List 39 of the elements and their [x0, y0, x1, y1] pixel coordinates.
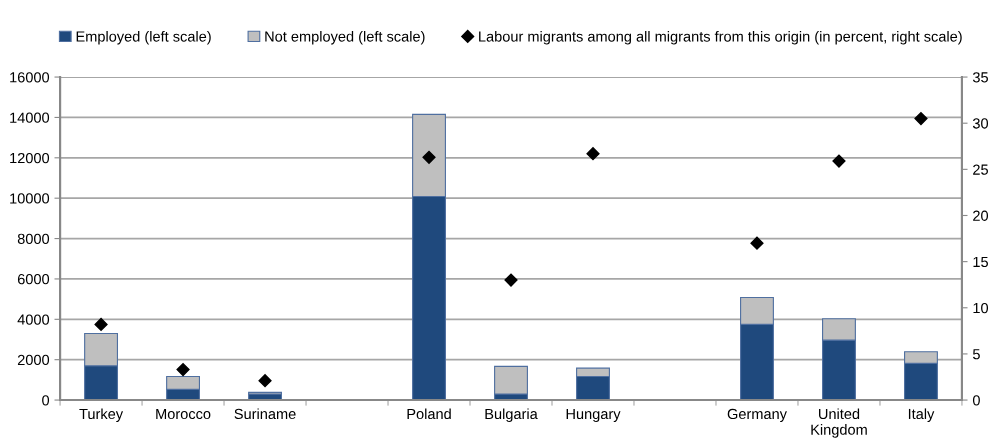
- y-tick-label: 4000: [17, 314, 50, 325]
- legend-label: Not employed (left scale): [265, 30, 425, 45]
- bar: [494, 365, 528, 395]
- point: [914, 111, 928, 126]
- y2-tick-label: 30: [972, 118, 989, 129]
- x-tick-label: United Kingdom: [811, 408, 867, 438]
- y-tick-label: 0: [42, 395, 50, 406]
- x-tick-label: Bulgaria: [485, 408, 538, 422]
- x-tick-label: Poland: [407, 408, 451, 420]
- point: [586, 147, 600, 161]
- point: [422, 150, 436, 164]
- point: [504, 273, 518, 287]
- y2-tick-label: 25: [973, 164, 988, 175]
- x-tick-label: Turkey: [79, 408, 124, 422]
- y-tick-label: 6000: [17, 274, 50, 285]
- legend-label: Employed (left scale): [76, 30, 211, 45]
- x-tick-label: Italy: [908, 408, 935, 422]
- y-tick-label: 2000: [17, 354, 50, 366]
- y2-tick-label: 0: [972, 395, 980, 406]
- point: [750, 236, 764, 250]
- x-tick-label: Morocco: [156, 408, 211, 420]
- x-tick-label: Hungary: [566, 408, 621, 422]
- y-tick-label: 12000: [10, 152, 50, 164]
- point: [832, 154, 846, 168]
- y-tick-label: 16000: [10, 72, 50, 83]
- x-tick-label: Germany: [727, 408, 787, 422]
- y-tick-label: 10000: [10, 193, 50, 204]
- y2-tick-label: 10: [973, 302, 989, 314]
- point: [176, 363, 190, 377]
- y2-tick-label: 35: [972, 72, 988, 83]
- legend-label: Labour migrants among all migrants from this origin (in percent, right scale): [479, 30, 962, 45]
- point: [94, 317, 108, 331]
- y-tick-label: 8000: [17, 233, 50, 244]
- x-tick-label: Suriname: [234, 408, 296, 420]
- y2-tick-label: 5: [972, 349, 980, 360]
- y-tick-label: 14000: [10, 112, 50, 123]
- y2-tick-label: 20: [973, 210, 989, 221]
- point: [258, 374, 272, 388]
- y2-tick-label: 15: [973, 256, 988, 268]
